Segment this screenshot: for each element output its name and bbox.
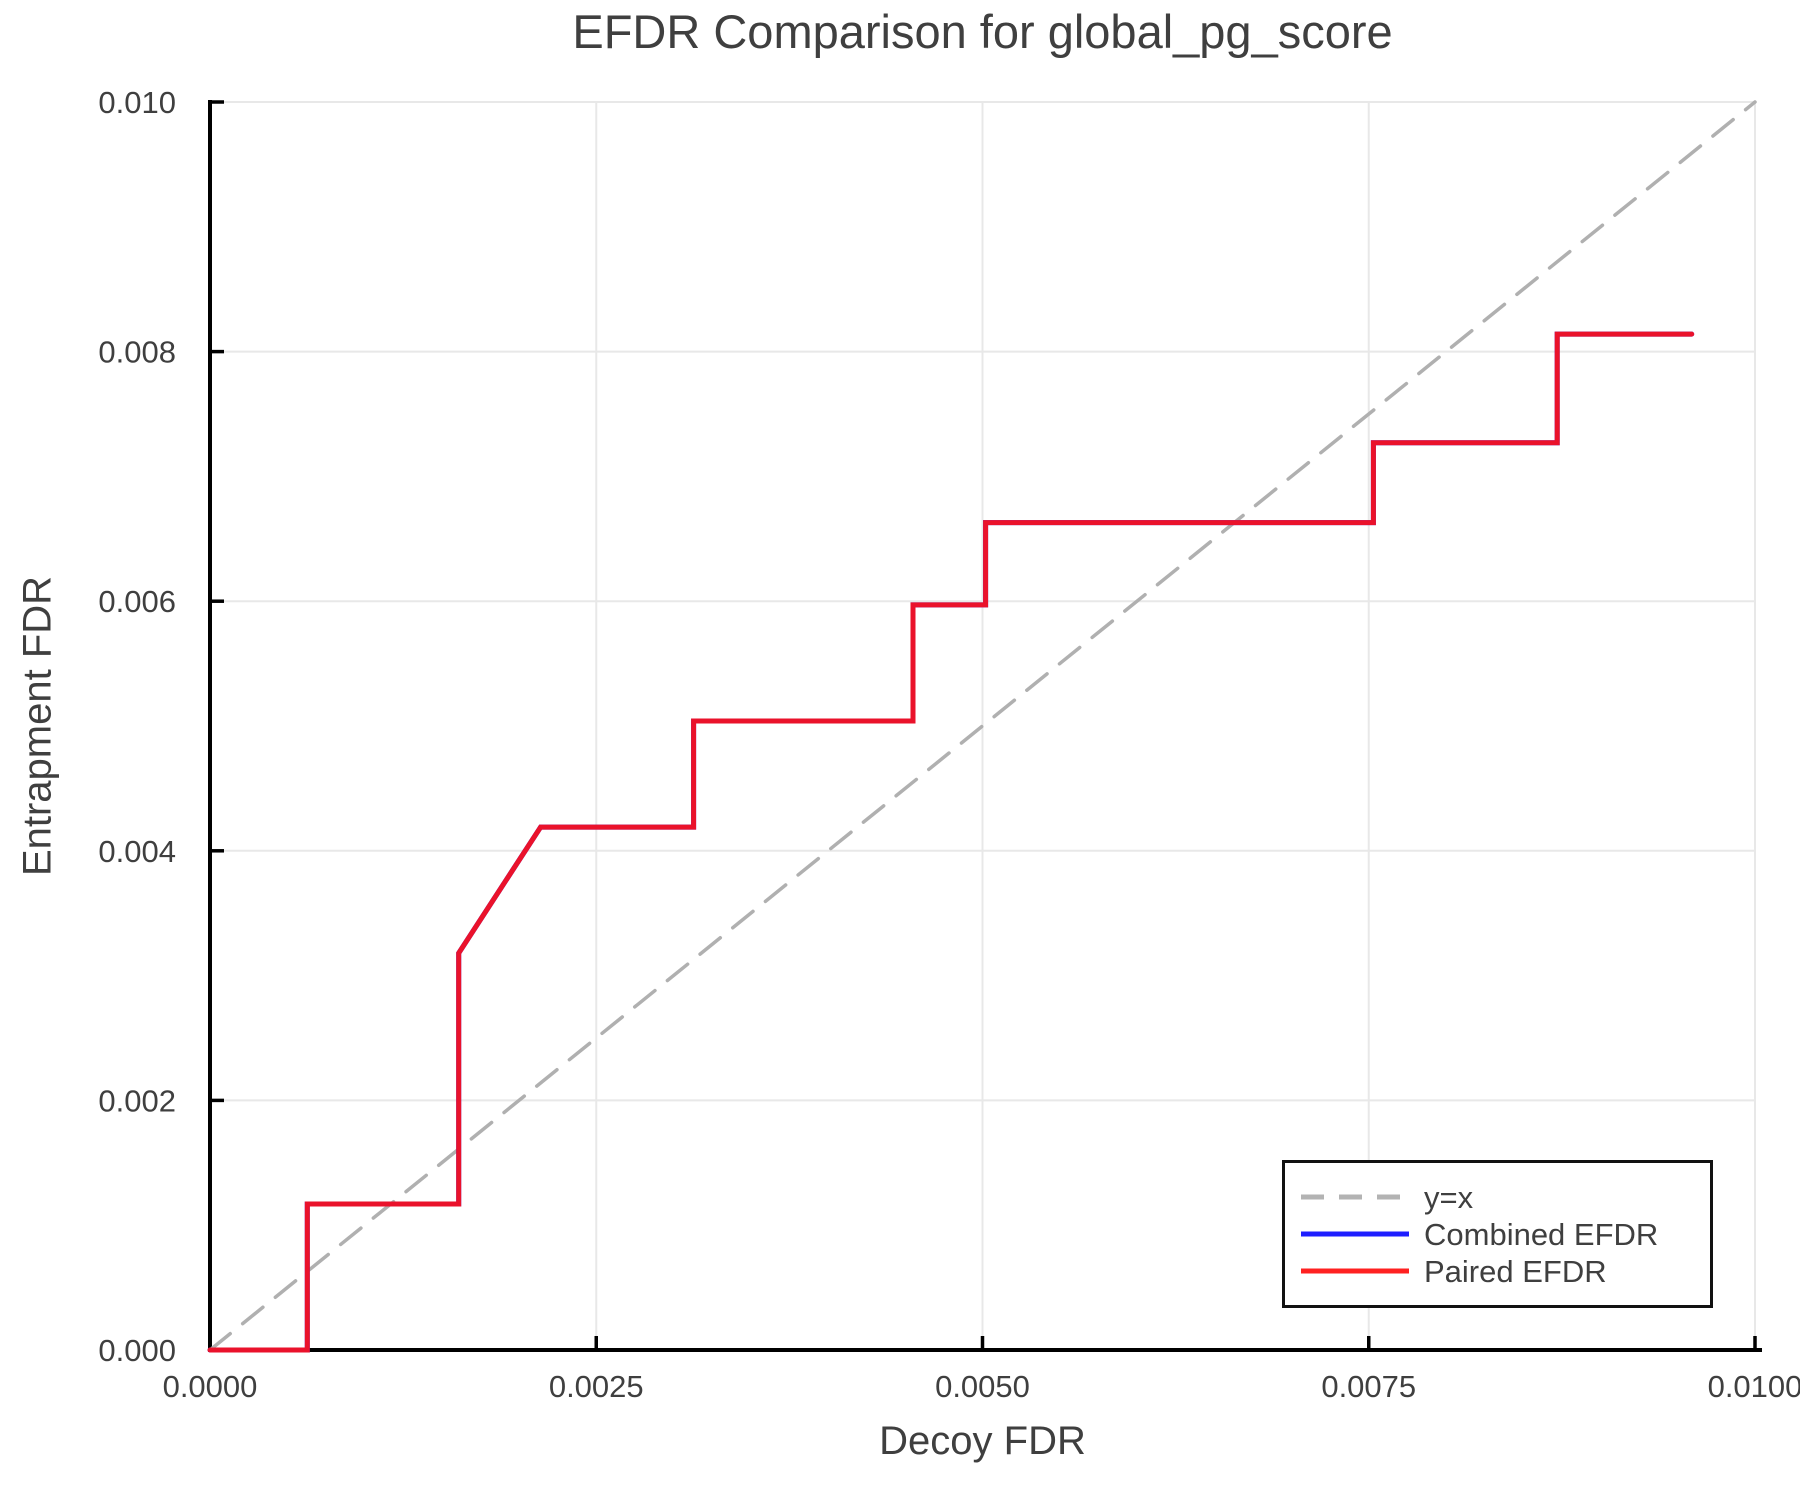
x-tick-label-0.0050: 0.0050: [935, 1369, 1030, 1404]
y-tick-label-0.000: 0.000: [98, 1333, 176, 1368]
y-tick-label-0.008: 0.008: [98, 335, 176, 370]
line-swatch-paired-efdr: [1301, 1268, 1409, 1274]
series-y-x: [208, 100, 1757, 1352]
legend-label: Paired EFDR: [1424, 1253, 1607, 1289]
legend-item-y-x: y=x: [1300, 1179, 1710, 1216]
x-tick-label-0.0075: 0.0075: [1321, 1369, 1416, 1404]
x-tick-label-0.0025: 0.0025: [549, 1369, 644, 1404]
x-tick-label-0.0100: 0.0100: [1708, 1369, 1800, 1404]
x-tick-label-0.0000: 0.0000: [163, 1369, 258, 1404]
tick-labels: 0.0000 0.0025 0.0050 0.0075 0.0100 0.000 0.002…: [98, 85, 1800, 1404]
x-axis-title: Decoy FDR: [879, 1419, 1086, 1463]
y-tick-label-0.006: 0.006: [98, 584, 176, 619]
axis-spines: [208, 100, 1762, 1352]
legend-item-combined-efdr: Combined EFDR: [1300, 1216, 1710, 1253]
legend-label: y=x: [1424, 1179, 1474, 1215]
y-axis-title: Entrapment FDR: [15, 575, 60, 877]
data-series: [207, 100, 1757, 1353]
line-swatch-combined-efdr: [1301, 1231, 1409, 1237]
y-tick-label-0.004: 0.004: [98, 834, 176, 869]
dashed-line-swatch-y-x: [1301, 1194, 1409, 1200]
chart-title: EFDR Comparison for global_pg_score: [572, 5, 1393, 58]
legend-label: Combined EFDR: [1424, 1216, 1659, 1252]
y-tick-label-0.010: 0.010: [98, 85, 176, 120]
legend-item-paired-efdr: Paired EFDR: [1300, 1253, 1710, 1290]
legend-box: y=x Combined EFDR Paired EFDR: [1282, 1160, 1713, 1308]
y-tick-label-0.002: 0.002: [98, 1083, 176, 1118]
series-paired-efdr: [207, 331, 1695, 1353]
